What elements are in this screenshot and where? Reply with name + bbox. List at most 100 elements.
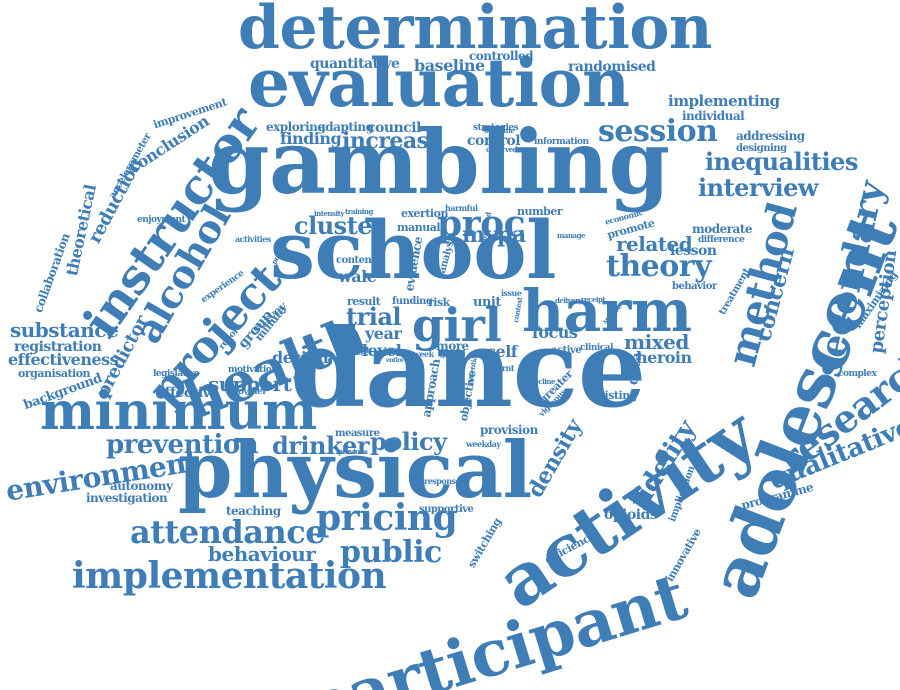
word: self — [487, 342, 518, 361]
word: pricing — [316, 497, 458, 539]
word: year — [365, 324, 402, 343]
word: finding — [280, 129, 342, 148]
word: exploring — [266, 120, 326, 134]
word: manual — [397, 221, 441, 234]
word: autonomy — [110, 479, 173, 493]
word: minimum — [40, 381, 317, 442]
word: teaching — [226, 504, 281, 518]
word: trend — [468, 351, 487, 360]
word: delivery — [555, 296, 582, 305]
word: harm — [522, 277, 692, 345]
word: legislative — [153, 369, 200, 379]
word: designing — [736, 143, 787, 154]
word: support — [208, 372, 292, 396]
word: provision — [480, 423, 538, 437]
word: controlled — [469, 49, 534, 63]
word: result — [347, 295, 381, 308]
word: evaluation — [248, 44, 630, 122]
word: attendance — [130, 513, 326, 551]
word: activities — [235, 234, 271, 244]
word: number — [517, 205, 563, 218]
word: harmful — [445, 203, 478, 213]
word: previous — [338, 447, 368, 456]
word: mixed — [624, 330, 689, 354]
word: decline — [530, 377, 555, 386]
word: difference — [698, 235, 745, 245]
word: determination — [238, 0, 713, 63]
word: complex — [838, 369, 877, 379]
word: study — [440, 351, 465, 361]
word: supportive — [419, 504, 474, 515]
word: interview — [698, 173, 819, 202]
word: intensity — [314, 209, 344, 218]
word: trial — [346, 302, 402, 331]
word: gambling — [208, 110, 670, 214]
word: randomised — [568, 59, 656, 75]
word: quantitative — [310, 56, 400, 72]
word: school — [270, 203, 557, 297]
word: week — [413, 349, 434, 359]
word: issue — [501, 288, 522, 298]
word: theory — [606, 249, 712, 284]
word: response — [424, 476, 461, 486]
word: individual — [682, 109, 745, 123]
word: information — [534, 137, 589, 147]
word: investigation — [86, 491, 168, 505]
word: misuse — [336, 348, 369, 358]
word: manage — [557, 231, 585, 240]
word: risk — [428, 296, 450, 309]
word: measure — [335, 428, 380, 439]
word: active — [551, 345, 582, 356]
word: receipt — [581, 295, 606, 304]
word: behavior — [672, 281, 717, 292]
word: content — [336, 255, 376, 266]
word: existing — [592, 389, 637, 402]
word: opioids — [604, 507, 658, 523]
word: weekday — [466, 439, 501, 449]
word: design — [272, 348, 329, 367]
word: provider — [228, 387, 267, 397]
word: proc — [437, 203, 526, 245]
word: unit — [473, 295, 501, 310]
word: effective — [156, 385, 219, 401]
word: adapting — [318, 120, 374, 134]
word: exertion — [401, 207, 448, 220]
word: moderate — [692, 222, 753, 236]
word: physical — [178, 425, 532, 516]
word: motivation — [228, 365, 278, 375]
word: outcome — [484, 126, 515, 135]
word: dance — [290, 306, 647, 432]
word: funding — [392, 296, 433, 307]
word: drinker — [272, 431, 370, 460]
word: registration — [14, 339, 102, 355]
word: substance — [10, 318, 119, 342]
word: enjoyment — [137, 215, 186, 225]
word: girl — [412, 298, 502, 352]
word: lesson — [670, 243, 717, 259]
word: cluster — [294, 211, 385, 240]
word: strategies — [473, 123, 519, 133]
word: heroin — [636, 348, 692, 367]
word: increase — [342, 128, 442, 154]
word: public — [340, 535, 442, 570]
word: session — [598, 114, 718, 149]
word: related — [616, 232, 693, 256]
word: prevention — [106, 430, 259, 460]
word: baseline — [414, 56, 485, 75]
word: entire — [386, 357, 404, 364]
word: implementation — [72, 555, 387, 597]
word: learnt — [490, 363, 515, 373]
word: policy — [370, 427, 447, 456]
word: focus — [532, 323, 578, 342]
word: more — [436, 339, 469, 353]
word: effectiveness — [8, 350, 119, 369]
word: implementing — [668, 92, 780, 110]
word: inequalities — [705, 147, 858, 176]
word: council — [367, 120, 421, 136]
word: behaviour — [208, 542, 316, 566]
word: observed — [486, 145, 518, 154]
word: training — [345, 207, 373, 216]
word: clinical — [580, 343, 614, 353]
word: level — [362, 341, 402, 360]
word: control — [467, 133, 521, 149]
